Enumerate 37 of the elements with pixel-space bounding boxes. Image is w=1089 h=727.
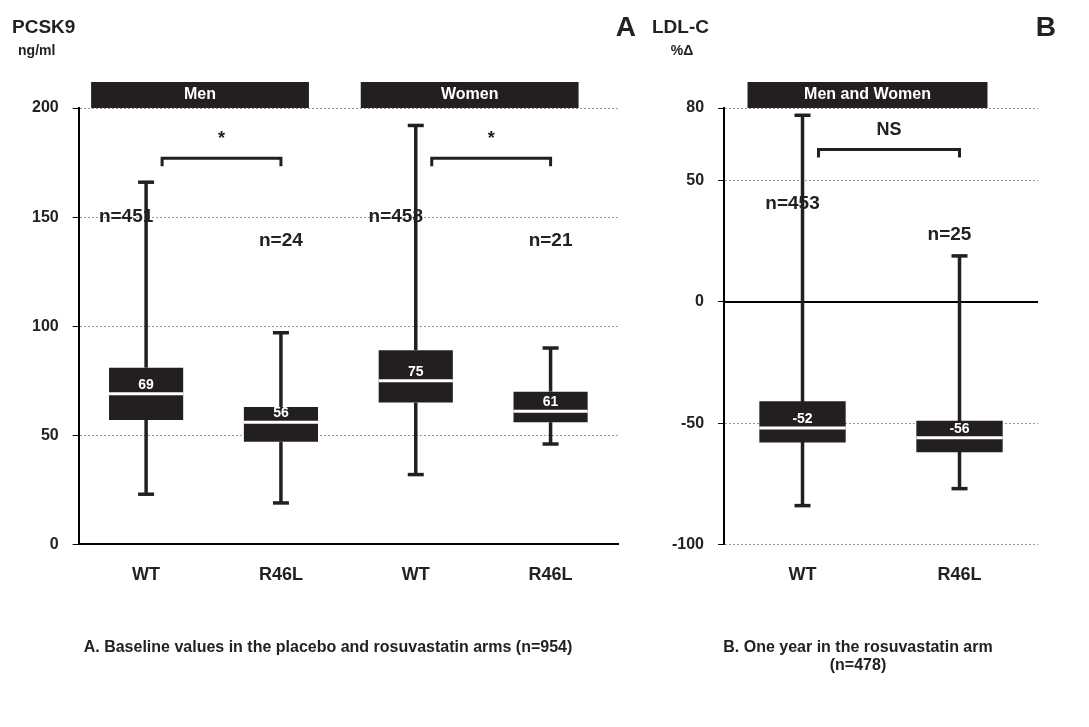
text: 75 [407,362,424,379]
y-tick-label: 200 [31,98,59,116]
y-tick-label: 80 [686,98,705,116]
text: Men and Women [804,85,931,103]
y-tick-label: -100 [671,534,705,552]
x-tick-label: R46L [937,564,982,585]
text: 69 [138,375,154,392]
annotation: NS [876,119,902,140]
text: 56 [273,404,289,421]
y-tick-label: 0 [49,534,59,552]
text: B. One year in the rosuvastatin arm (n=478) [722,638,994,674]
y-tick-label: 150 [31,207,59,225]
x-tick-label: WT [401,564,430,585]
x-tick-label: R46L [258,564,303,585]
y-tick-label: 50 [40,425,59,443]
text: -52 [792,409,813,426]
text: A. Baseline values in the placebo and rosuvastatin arms (n=954) [82,638,574,656]
annotation: n=21 [528,229,573,251]
y-axis-title: PCSK9 ng/ml [12,15,76,58]
x-tick-label: R46L [528,564,573,585]
annotation: n=25 [927,222,972,244]
y-tick-label: 0 [695,292,705,310]
chart-title: A [615,10,636,42]
text: -56 [949,419,970,436]
y-axis-title: LDL-C %Δ [652,15,710,58]
x-tick-label: WT [132,564,161,585]
x-tick-label: WT [788,564,817,585]
y-tick-label: 100 [31,316,59,334]
y-tick-label: 50 [686,171,705,189]
annotation: * [218,128,226,149]
text: Women [440,85,499,103]
annotation: * [487,128,495,149]
chart-title: B [1035,10,1056,42]
text: 61 [542,393,559,410]
annotation: n=24 [259,229,304,251]
y-tick-label: -50 [680,413,705,431]
text: Men [184,85,217,103]
